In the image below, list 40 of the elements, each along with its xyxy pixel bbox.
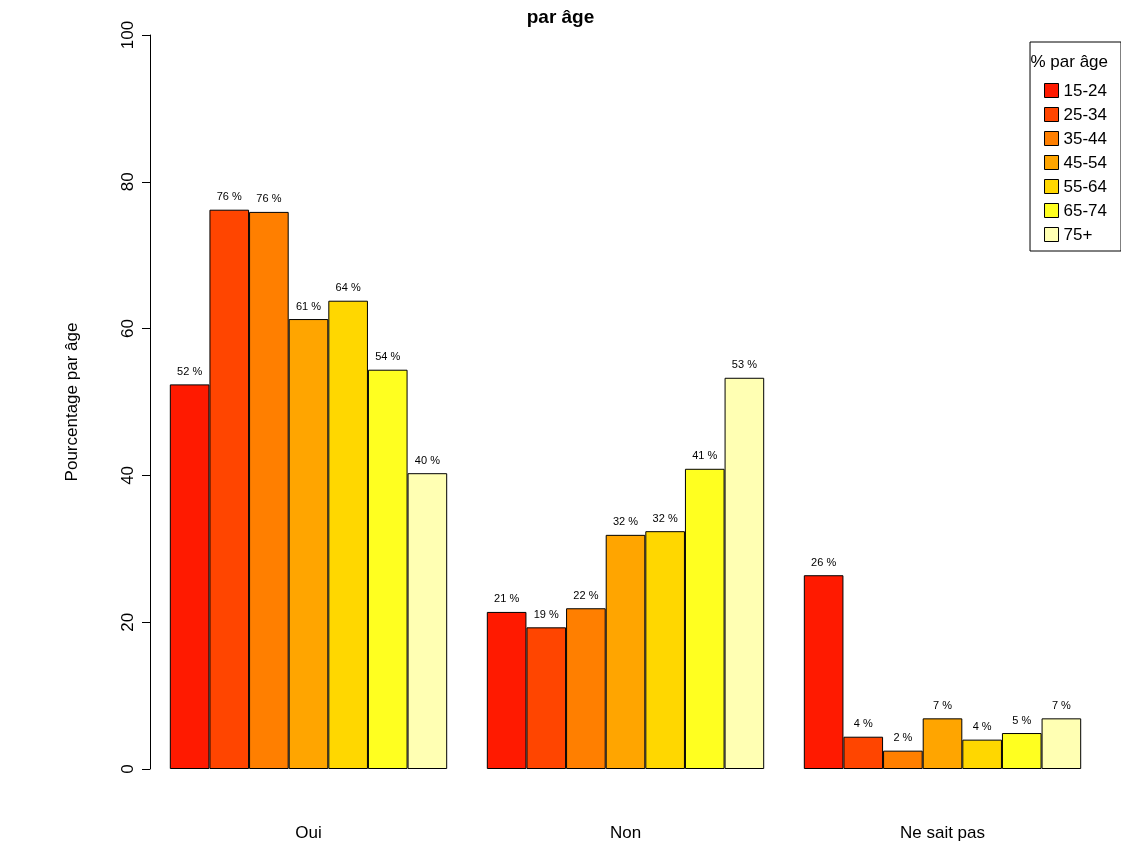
data-label: 41 % bbox=[692, 449, 718, 462]
y-tick-label: 20 bbox=[118, 612, 137, 632]
data-label: 5 % bbox=[1012, 713, 1032, 726]
chart-title: par âge bbox=[526, 6, 595, 27]
data-label: 40 % bbox=[414, 453, 441, 466]
legend-label: 15-24 bbox=[1063, 81, 1107, 100]
data-label: 22 % bbox=[573, 588, 599, 601]
y-tick-label: 100 bbox=[118, 20, 137, 50]
legend-title: % par âge bbox=[1030, 52, 1108, 71]
y-tick-label: 40 bbox=[118, 465, 137, 485]
data-label: 4 % bbox=[972, 720, 992, 733]
legend-label: 35-44 bbox=[1063, 129, 1107, 148]
data-label: 26 % bbox=[811, 555, 837, 568]
data-label: 52 % bbox=[177, 364, 203, 377]
legend-label: 45-54 bbox=[1063, 153, 1107, 172]
y-tick-label: 60 bbox=[118, 319, 137, 339]
data-label: 19 % bbox=[533, 607, 559, 620]
data-label: 64 % bbox=[335, 281, 361, 294]
legend-label: 55-64 bbox=[1063, 177, 1107, 196]
y-tick-label: 80 bbox=[118, 172, 137, 192]
data-label: 53 % bbox=[731, 358, 758, 371]
x-tick-label: Non bbox=[609, 823, 642, 842]
data-label: 76 % bbox=[216, 190, 242, 203]
x-tick-label: Ne sait pas bbox=[899, 823, 986, 842]
x-tick-label: Oui bbox=[295, 823, 322, 842]
y-axis-title: Pourcentage par âge bbox=[62, 322, 81, 482]
y-tick-label: 0 bbox=[118, 764, 137, 774]
legend-label: 25-34 bbox=[1063, 105, 1107, 124]
data-label: 61 % bbox=[295, 299, 322, 312]
data-label: 2 % bbox=[893, 731, 913, 744]
data-label: 21 % bbox=[494, 592, 520, 605]
data-label: 4 % bbox=[853, 717, 873, 730]
data-label: 32 % bbox=[612, 515, 639, 528]
data-label: 54 % bbox=[375, 350, 401, 363]
data-label: 7 % bbox=[933, 698, 953, 711]
legend-label: 65-74 bbox=[1063, 201, 1107, 220]
data-label: 76 % bbox=[256, 192, 282, 205]
data-label: 32 % bbox=[652, 511, 678, 524]
data-label: 7 % bbox=[1051, 698, 1072, 711]
legend-label: 75+ bbox=[1063, 225, 1093, 244]
